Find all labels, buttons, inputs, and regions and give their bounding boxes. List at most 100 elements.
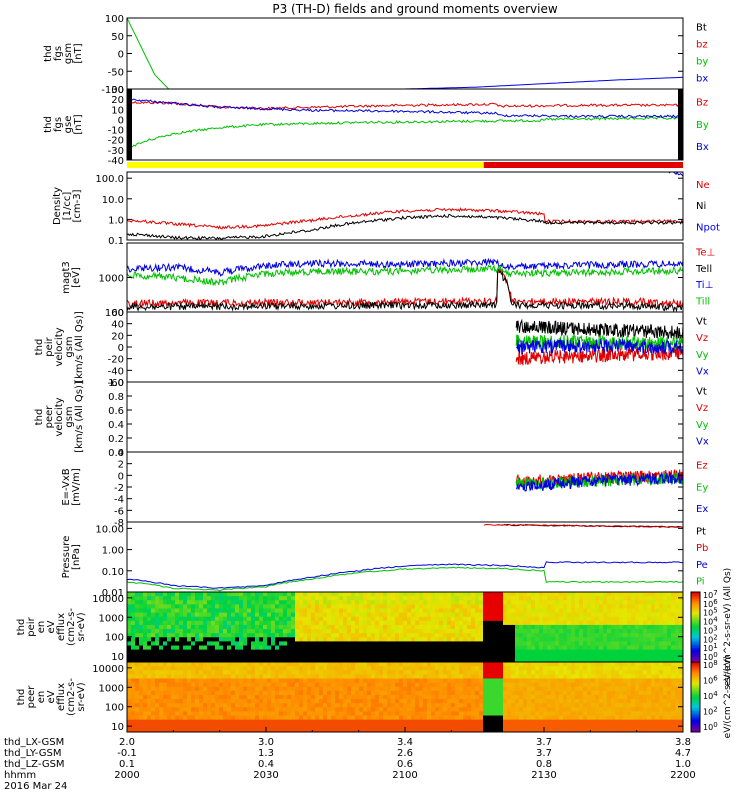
spec-cell [179,674,184,679]
spec-cell [395,633,400,638]
spec-cell [595,657,600,663]
spec-cell [543,699,548,704]
spec-cell [663,604,668,609]
spec-cell [623,686,628,692]
spec-cell [643,715,648,721]
spec-cell [503,707,508,712]
spec-cell [363,596,368,601]
spec-cell [451,612,456,618]
spec-cell [287,678,292,683]
spec-cell [343,723,348,729]
colorbar-cell [691,599,700,602]
spec-cell [291,637,296,642]
spec-cell [515,596,520,601]
spec-cell [127,600,132,605]
spec-cell [171,649,176,655]
spec-cell [343,719,348,725]
spec-cell [579,682,584,688]
spec-cell [527,604,532,609]
spec-cell [487,629,492,634]
spec-cell [579,690,584,696]
spec-cell [167,624,172,630]
spec-cell [411,653,416,659]
spec-cell [315,670,320,675]
spec-cell [631,608,636,613]
spec-cell [407,670,412,675]
spec-cell [135,727,140,733]
spec-cell [555,727,560,733]
spec-cell [607,678,612,683]
spec-cell [651,678,656,683]
spec-cell [367,694,372,700]
spec-cell [411,645,416,651]
spec-cell [499,682,504,688]
spec-cell [335,657,340,663]
spec-cell [535,678,540,683]
spec-cell [451,641,456,646]
spec-cell [471,682,476,688]
spec-cell [359,629,364,634]
spec-cell [183,596,188,601]
spec-cell [607,690,612,696]
spec-cell [535,686,540,692]
spec-cell [367,678,372,683]
spec-cell [423,686,428,692]
spec-cell [499,629,504,634]
spec-cell [199,620,204,626]
spec-cell [491,682,496,688]
spec-cell [239,662,244,667]
spec-cell [567,653,572,659]
spec-cell [559,624,564,630]
spec-cell [295,703,300,708]
spec-cell [155,592,160,597]
spec-cell [327,596,332,601]
spec-cell [419,711,424,716]
spec-cell [571,641,576,646]
spec-cell [215,670,220,675]
spec-cell [595,637,600,642]
spec-cell [531,666,536,671]
spec-cell [667,596,672,601]
spec-cell [483,600,488,605]
spec-cell [143,604,148,609]
spec-cell [535,674,540,679]
spec-cell [311,719,316,725]
spec-cell [283,670,288,675]
legend-Pe: Pe [696,560,708,571]
spec-cell [175,682,180,688]
spec-cell [507,649,512,655]
spec-cell [175,699,180,704]
spec-cell [467,616,472,622]
spec-cell [295,699,300,704]
spec-cell [243,715,248,721]
spec-cell [207,719,212,725]
spec-cell [199,727,204,733]
spec-cell [299,686,304,692]
spec-cell [235,711,240,716]
spec-cell [471,662,476,667]
spec-cell [399,653,404,659]
spec-cell [635,699,640,704]
spec-cell [531,645,536,651]
spec-cell [555,641,560,646]
spec-cell [635,641,640,646]
spec-cell [299,608,304,613]
spec-cell [339,686,344,692]
spec-cell [155,616,160,622]
spec-cell [139,596,144,601]
spec-cell [343,715,348,721]
spec-cell [267,719,272,725]
spec-cell [647,633,652,638]
spec-cell [463,645,468,651]
spec-cell [187,699,192,704]
spec-cell [259,608,264,613]
spec-cell [251,653,256,659]
spec-cell [219,604,224,609]
legend-bx: bx [696,73,708,84]
spec-cell [459,694,464,700]
spec-cell [187,703,192,708]
y-tick-label: 100 [105,633,124,644]
spec-cell [287,707,292,712]
spec-cell [399,670,404,675]
spec-cell [215,616,220,622]
